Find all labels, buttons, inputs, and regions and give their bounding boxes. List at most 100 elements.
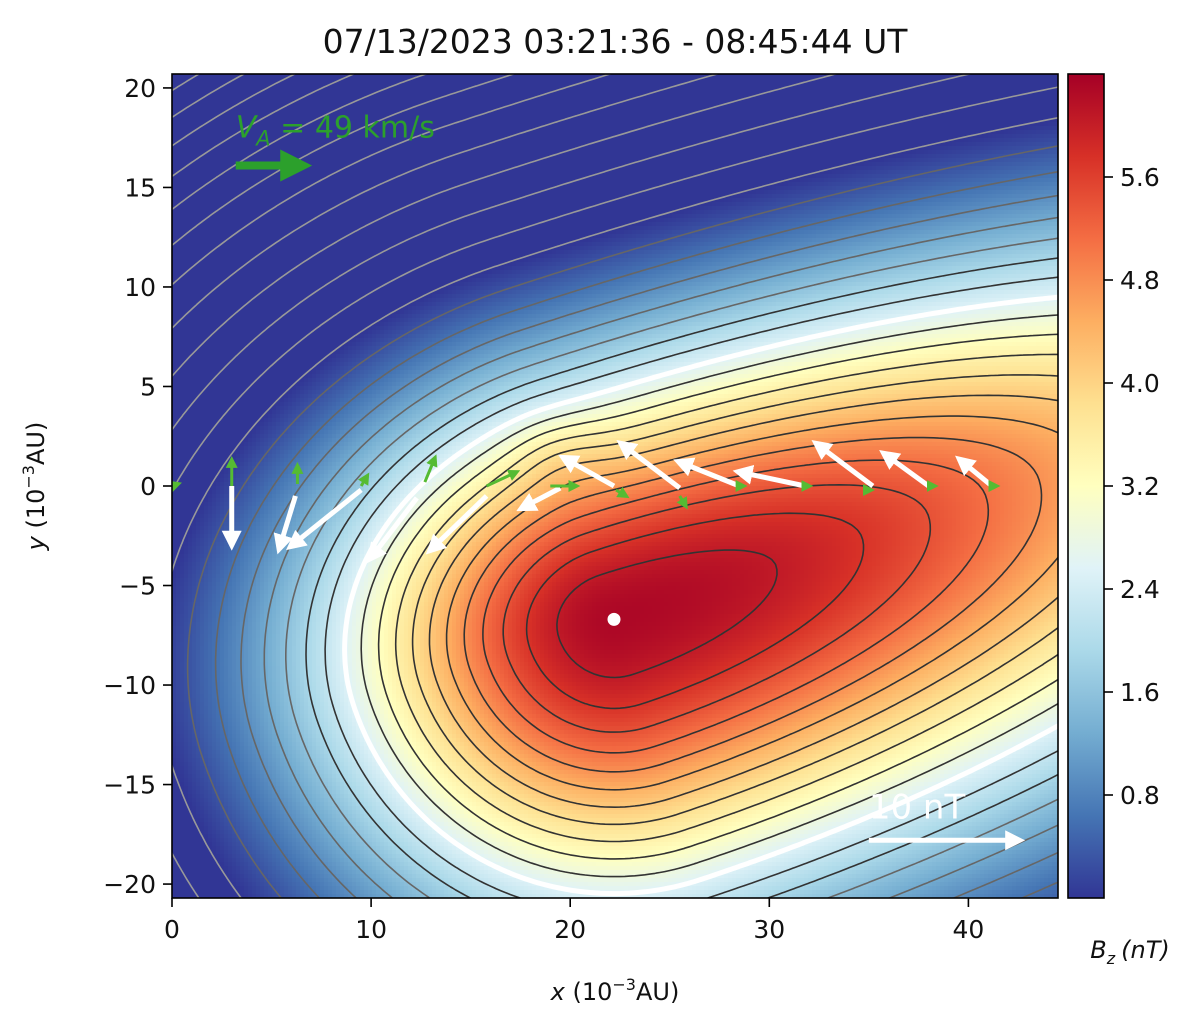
heatmap-cell <box>524 122 529 127</box>
heatmap-cell <box>332 86 337 91</box>
heatmap-cell <box>580 118 585 123</box>
heatmap-cell <box>472 122 477 127</box>
heatmap-cell <box>696 122 701 127</box>
heatmap-cell <box>228 86 233 91</box>
heatmap-cell <box>432 146 437 151</box>
heatmap-cell <box>288 94 293 99</box>
heatmap-cell <box>768 146 773 151</box>
heatmap-cell <box>532 86 537 91</box>
heatmap-cell <box>612 78 617 83</box>
heatmap-cell <box>976 110 981 115</box>
heatmap-cell <box>908 114 913 119</box>
heatmap-cell <box>1024 102 1029 107</box>
heatmap-cell <box>1044 130 1049 135</box>
heatmap-cell <box>836 82 841 87</box>
heatmap-cell <box>508 114 513 119</box>
heatmap-cell <box>396 146 401 151</box>
heatmap-cell <box>560 138 565 143</box>
heatmap-cell <box>776 130 781 135</box>
heatmap-cell <box>988 142 993 147</box>
heatmap-cell <box>448 138 453 143</box>
heatmap-cell <box>192 90 197 95</box>
heatmap-cell <box>600 150 605 155</box>
heatmap-cell <box>404 94 409 99</box>
heatmap-cell <box>516 110 521 115</box>
heatmap-cell <box>184 98 189 103</box>
heatmap-cell <box>244 146 249 151</box>
heatmap-cell <box>648 146 653 151</box>
heatmap-cell <box>916 94 921 99</box>
heatmap-cell <box>760 134 765 139</box>
heatmap-cell <box>668 146 673 151</box>
heatmap-cell <box>428 154 433 159</box>
heatmap-cell <box>280 90 285 95</box>
heatmap-cell <box>800 86 805 91</box>
heatmap-cell <box>180 142 185 147</box>
heatmap-cell <box>872 98 877 103</box>
heatmap-cell <box>840 82 845 87</box>
heatmap-cell <box>200 118 205 123</box>
heatmap-cell <box>848 106 853 111</box>
heatmap-cell <box>1028 146 1033 151</box>
heatmap-cell <box>600 86 605 91</box>
heatmap-cell <box>872 110 877 115</box>
heatmap-cell <box>704 82 709 87</box>
heatmap-cell <box>448 110 453 115</box>
heatmap-cell <box>556 114 561 119</box>
heatmap-cell <box>480 126 485 131</box>
heatmap-cell <box>872 142 877 147</box>
heatmap-cell <box>844 78 849 83</box>
heatmap-cell <box>748 78 753 83</box>
heatmap-cell <box>220 130 225 135</box>
heatmap-cell <box>1008 106 1013 111</box>
heatmap-cell <box>700 134 705 139</box>
heatmap-cell <box>420 78 425 83</box>
heatmap-cell <box>924 138 929 143</box>
heatmap-cell <box>256 110 261 115</box>
heatmap-cell <box>376 78 381 83</box>
heatmap-cell <box>1028 118 1033 123</box>
heatmap-cell <box>316 82 321 87</box>
heatmap-cell <box>780 142 785 147</box>
heatmap-cell <box>524 94 529 99</box>
heatmap-cell <box>900 102 905 107</box>
heatmap-cell <box>728 118 733 123</box>
heatmap-cell <box>232 90 237 95</box>
heatmap-cell <box>868 146 873 151</box>
heatmap-cell <box>944 102 949 107</box>
heatmap-cell <box>216 118 221 123</box>
heatmap-cell <box>272 90 277 95</box>
heatmap-cell <box>652 110 657 115</box>
heatmap-cell <box>680 142 685 147</box>
heatmap-cell <box>952 126 957 131</box>
heatmap-cell <box>636 150 641 155</box>
heatmap-cell <box>948 146 953 151</box>
heatmap-cell <box>312 154 317 159</box>
heatmap-cell <box>580 150 585 155</box>
heatmap-cell <box>1032 78 1037 83</box>
heatmap-cell <box>880 110 885 115</box>
heatmap-cell <box>860 126 865 131</box>
heatmap-cell <box>908 90 913 95</box>
heatmap-cell <box>824 146 829 151</box>
heatmap-cell <box>508 118 513 123</box>
heatmap-cell <box>324 98 329 103</box>
heatmap-cell <box>972 106 977 111</box>
heatmap-cell <box>552 138 557 143</box>
heatmap-cell <box>812 94 817 99</box>
heatmap-cell <box>664 122 669 127</box>
heatmap-cell <box>512 142 517 147</box>
heatmap-cell <box>548 146 553 151</box>
heatmap-cell <box>828 146 833 151</box>
heatmap-cell <box>808 138 813 143</box>
heatmap-cell <box>220 126 225 131</box>
heatmap-cell <box>792 122 797 127</box>
heatmap-cell <box>712 82 717 87</box>
heatmap-cell <box>552 146 557 151</box>
heatmap-cell <box>908 82 913 87</box>
heatmap-cell <box>700 94 705 99</box>
heatmap-cell <box>532 102 537 107</box>
heatmap-cell <box>636 82 641 87</box>
heatmap-cell <box>540 146 545 151</box>
heatmap-cell <box>464 142 469 147</box>
